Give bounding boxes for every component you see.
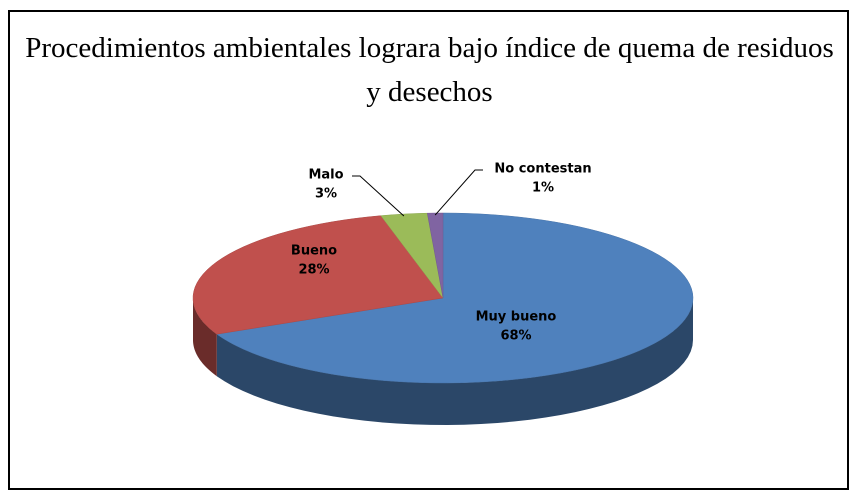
slice xyxy=(216,212,694,384)
data-label-value: 68% xyxy=(500,329,531,344)
data-label-value: 3% xyxy=(315,187,337,202)
data-label-name: Bueno xyxy=(291,244,337,259)
data-label-name: Muy bueno xyxy=(476,310,557,325)
data-label-value: 28% xyxy=(298,263,329,278)
slice-side xyxy=(216,298,693,425)
slice-side xyxy=(193,298,217,377)
slice xyxy=(192,215,444,335)
data-label-name: No contestan xyxy=(494,162,591,177)
data-label-name: Malo xyxy=(308,168,343,183)
data-label-value: 1% xyxy=(532,181,554,196)
leader-line xyxy=(434,169,483,216)
slice xyxy=(427,212,444,299)
leader-line xyxy=(352,175,405,217)
chart-title: Procedimientos ambientales lograra bajo … xyxy=(25,32,834,108)
